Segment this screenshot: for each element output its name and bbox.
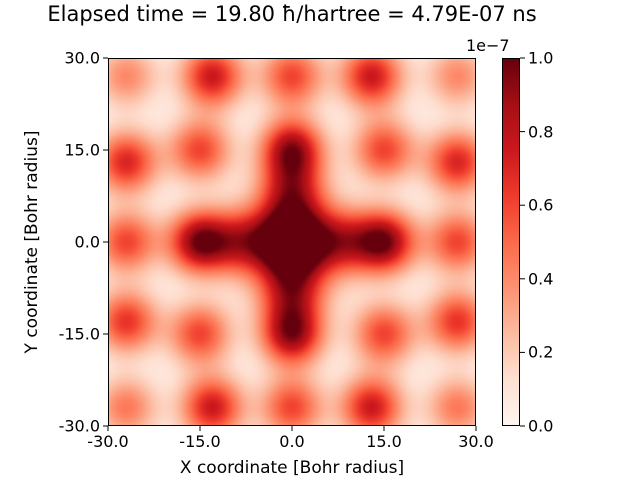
- y-tick-label: -15.0: [58, 324, 100, 344]
- y-tick-label: 15.0: [64, 140, 100, 160]
- colorbar-tick-label: 1.0: [528, 48, 554, 68]
- y-tick-label: 0.0: [74, 232, 100, 252]
- colorbar: [502, 58, 520, 426]
- heatmap-plot-area: [108, 58, 476, 426]
- x-tick-label: -15.0: [179, 432, 221, 451]
- y-tick-label: 30.0: [64, 48, 100, 68]
- colorbar-tick-label: 0.6: [528, 195, 554, 215]
- x-axis-label: X coordinate [Bohr radius]: [179, 458, 405, 478]
- x-tick-label: -30.0: [87, 432, 129, 451]
- x-tick-label: 30.0: [458, 432, 494, 451]
- colorbar-scale-label: 1e−7: [466, 36, 510, 55]
- y-axis-label: Y coordinate [Bohr radius]: [22, 130, 42, 354]
- y-tick-label: -30.0: [58, 416, 100, 436]
- colorbar-tick-label: 0.4: [528, 269, 554, 289]
- colorbar-tick-label: 0.0: [528, 416, 554, 436]
- x-tick-label: 15.0: [366, 432, 402, 451]
- colorbar-tick-label: 0.8: [528, 122, 554, 142]
- x-tick-label: 0.0: [279, 432, 305, 451]
- chart-title: Elapsed time = 19.80 ħ/hartree = 4.79E-0…: [47, 2, 537, 26]
- colorbar-tick-label: 0.2: [528, 342, 554, 362]
